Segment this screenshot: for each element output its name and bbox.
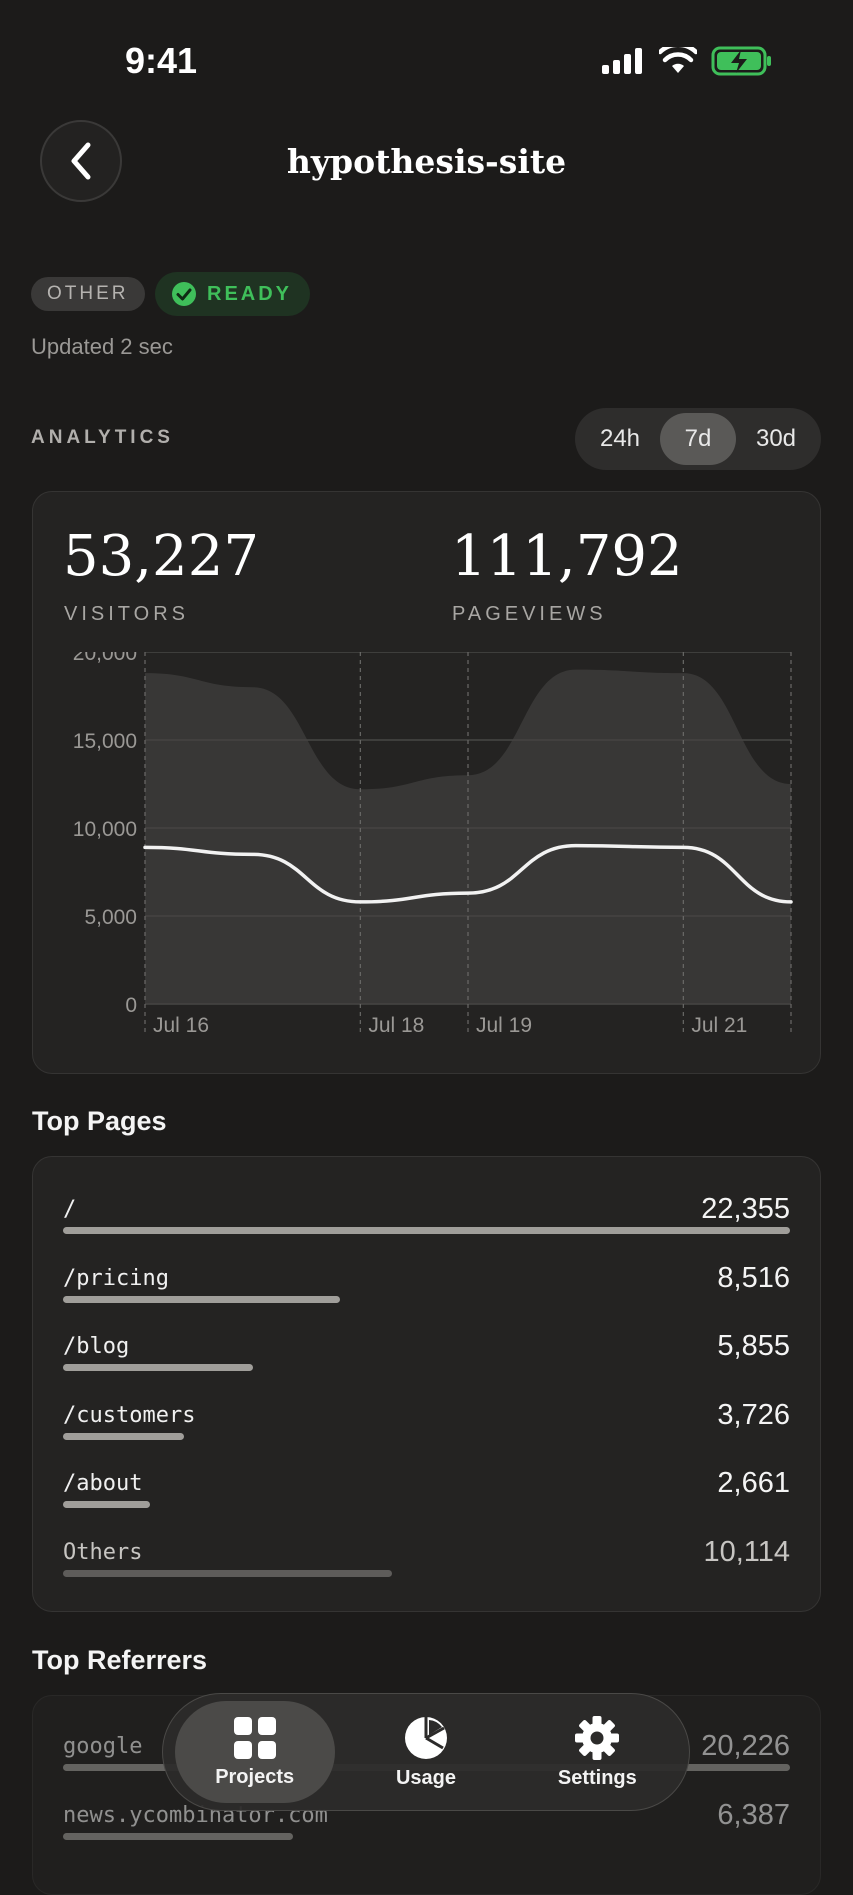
visitors-count: 53,227 <box>63 524 259 589</box>
wifi-icon <box>659 47 697 73</box>
top-pages-title: Top Pages <box>32 1106 167 1136</box>
list-item[interactable]: /blog 5,855 <box>63 1330 790 1390</box>
list-item-bar <box>63 1295 340 1303</box>
y-tick-label: 0 <box>125 994 137 1017</box>
list-item-path: /about <box>63 1471 143 1496</box>
pageviews-label: PAGEVIEWS <box>452 603 607 625</box>
list-item-bar <box>63 1227 790 1234</box>
list-item-bar <box>63 1364 254 1371</box>
list-item-value: 20,226 <box>701 1730 790 1762</box>
list-item-path: Others <box>63 1539 143 1565</box>
updated-timestamp: Updated 2 sec <box>31 334 173 359</box>
top-pages-card: / 22,355/pricing 8,516/blog 5,855/customers… <box>32 1156 821 1612</box>
list-item[interactable]: /about 2,661 <box>63 1467 790 1527</box>
list-item-bar <box>63 1832 293 1840</box>
list-item-path: /blog <box>63 1334 130 1359</box>
y-tick-label: 10,000 <box>73 818 137 841</box>
range-24h[interactable]: 24h <box>599 425 641 452</box>
status-time: 9:41 <box>125 40 198 81</box>
chevron-left-icon <box>71 142 91 180</box>
list-item-bar <box>63 1501 150 1508</box>
tab-projects-label: Projects <box>215 1765 295 1788</box>
tab-projects[interactable]: Projects <box>174 1701 335 1803</box>
x-tick-label: Jul 18 <box>368 1014 424 1037</box>
x-tick-label: Jul 16 <box>153 1014 209 1037</box>
list-item-value: 5,855 <box>717 1330 790 1362</box>
list-item-bar <box>63 1432 185 1440</box>
visitors-line <box>143 843 793 904</box>
tab-usage[interactable]: Usage <box>346 1701 506 1803</box>
pie-chart-icon <box>404 1716 447 1759</box>
battery-charging-icon <box>711 46 771 76</box>
y-tick-label: 20,000 <box>73 652 137 665</box>
list-item-value: 10,114 <box>703 1535 790 1568</box>
gear-icon <box>575 1715 620 1760</box>
list-item-path: /pricing <box>63 1265 169 1291</box>
top-referrers-title: Top Referrers <box>32 1645 208 1675</box>
list-item[interactable]: /pricing 8,516 <box>63 1262 790 1322</box>
list-item[interactable]: / 22,355 <box>63 1193 790 1253</box>
list-item-value: 3,726 <box>717 1398 790 1431</box>
visitors-label: VISITORS <box>64 603 189 625</box>
status-icons <box>601 46 773 76</box>
list-item-value: 8,516 <box>717 1261 790 1294</box>
x-tick-label: Jul 21 <box>691 1014 747 1037</box>
list-item[interactable]: Others 10,114 <box>63 1536 790 1596</box>
analytics-label: ANALYTICS <box>31 427 174 448</box>
range-selector[interactable]: 24h 7d 30d <box>575 408 821 470</box>
pageviews-count: 111,792 <box>451 524 683 589</box>
page-title: hypothesis-site <box>286 142 567 181</box>
list-item-value: 6,387 <box>717 1798 790 1831</box>
y-tick-label: 5,000 <box>84 906 137 929</box>
list-item-path: google <box>63 1734 143 1759</box>
range-30d[interactable]: 30d <box>755 425 797 452</box>
x-tick-label: Jul 19 <box>476 1014 532 1037</box>
tab-settings-label: Settings <box>557 1766 637 1789</box>
tab-usage-label: Usage <box>395 1766 456 1789</box>
visitors-chart: 20,000 15,000 10,000 5,000 0 Jul 16 Jul 18 Jul … <box>73 652 793 1037</box>
tab-bar: Projects Usage Settings <box>162 1693 690 1811</box>
list-item-value: 22,355 <box>701 1193 790 1225</box>
cellular-signal-icon <box>602 48 642 74</box>
tab-settings[interactable]: Settings <box>517 1701 677 1803</box>
back-button[interactable] <box>40 120 122 202</box>
list-item[interactable]: news.ycombinator.com 6,387 <box>63 1799 790 1859</box>
check-circle-icon <box>172 282 196 306</box>
framework-badge: OTHER <box>31 277 145 311</box>
list-item-bar <box>63 1569 392 1577</box>
status-badge: READY <box>155 272 311 316</box>
analytics-card: 53,227 VISITORS 111,792 PAGEVIEWS 20,000… <box>32 491 821 1074</box>
list-item[interactable]: /customers 3,726 <box>63 1399 790 1459</box>
range-7d[interactable]: 7d <box>660 413 736 465</box>
y-tick-label: 15,000 <box>73 730 137 753</box>
list-item-path: / <box>63 1197 77 1222</box>
status-badge-label: READY <box>207 282 293 305</box>
grid-icon <box>233 1716 276 1759</box>
list-item-path: /customers <box>63 1402 196 1428</box>
list-item-value: 2,661 <box>717 1467 790 1499</box>
